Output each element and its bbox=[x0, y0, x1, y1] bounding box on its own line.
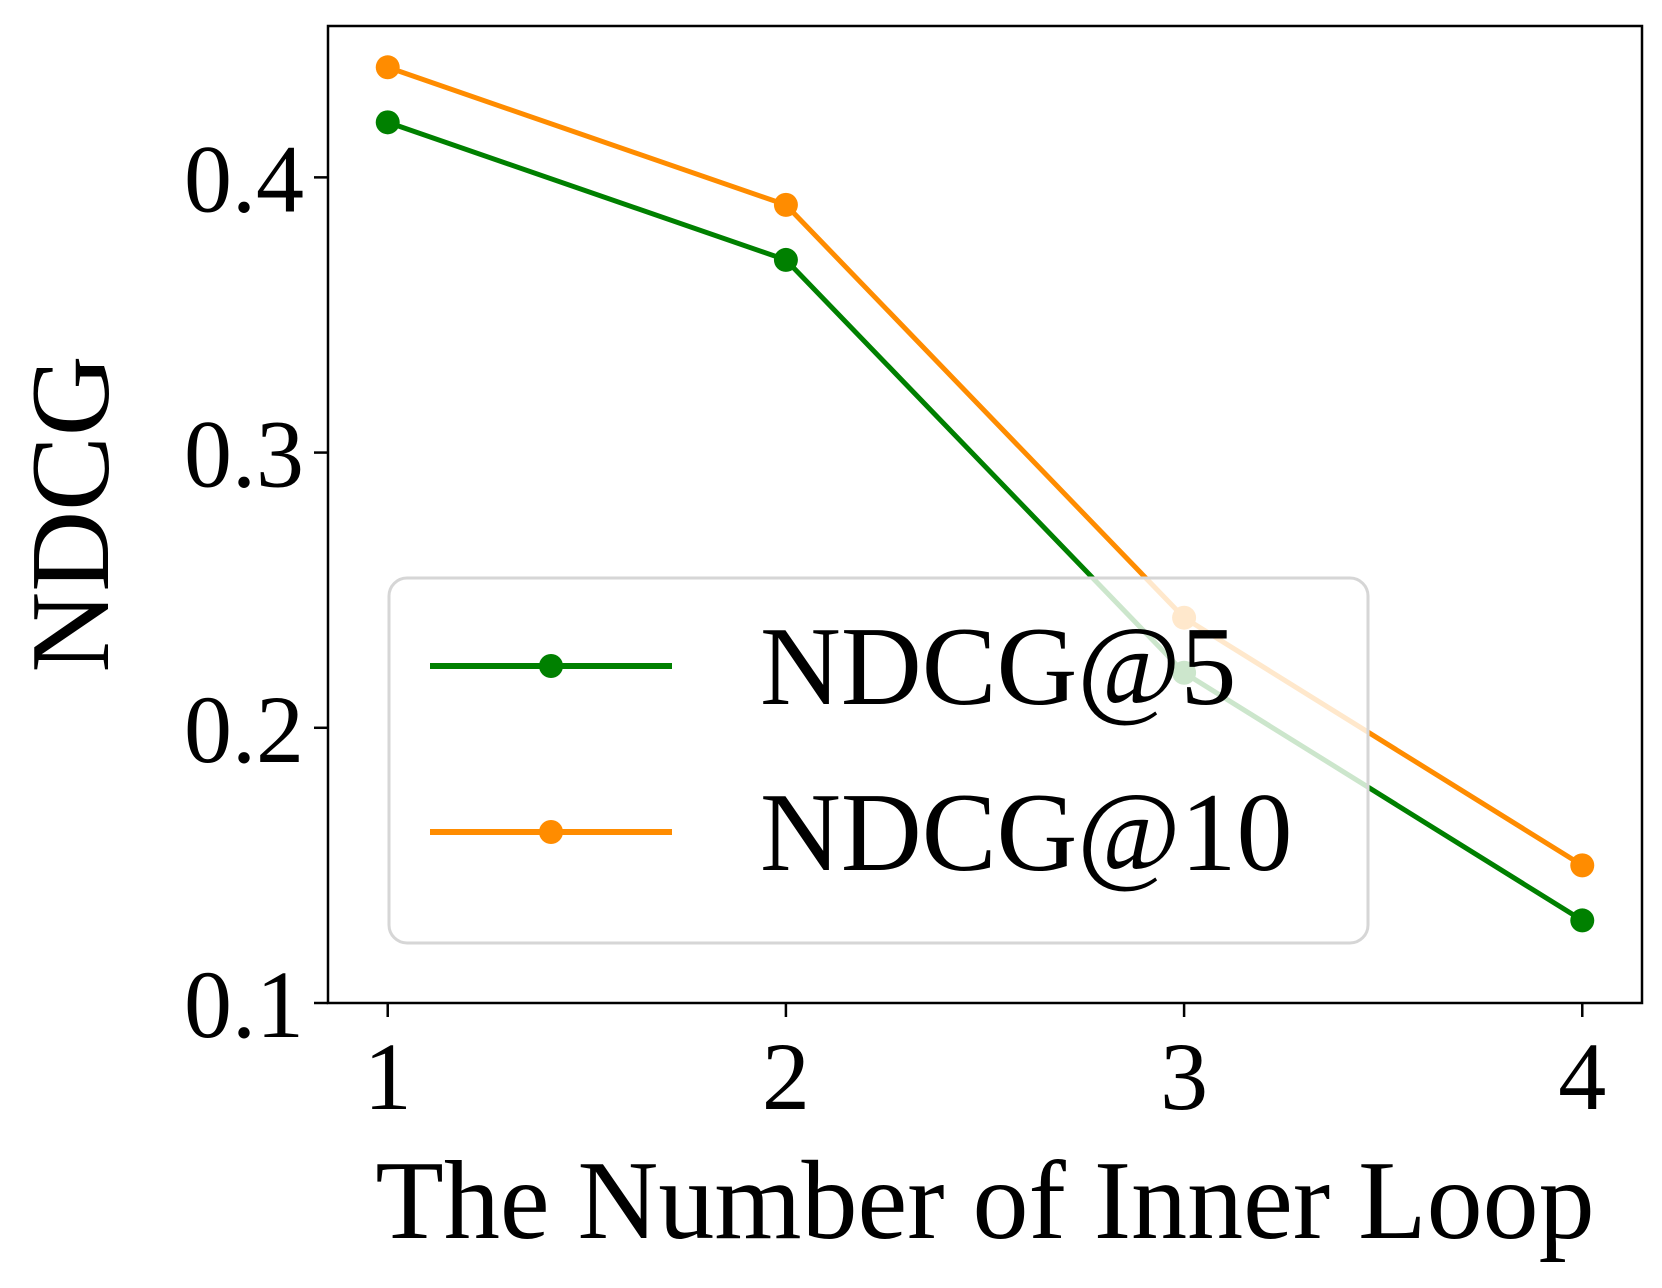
x-axis-title: The Number of Inner Loop bbox=[375, 1139, 1594, 1263]
legend-entry: NDCG@10 bbox=[430, 771, 1293, 895]
y-axis-title: NDCG bbox=[9, 355, 133, 672]
x-tick-label: 3 bbox=[1160, 1023, 1208, 1130]
legend-entry: NDCG@5 bbox=[430, 605, 1237, 729]
data-point bbox=[1570, 908, 1595, 933]
data-point bbox=[375, 55, 400, 80]
legend-marker bbox=[539, 654, 563, 678]
y-tick-label: 0.2 bbox=[184, 676, 304, 783]
data-point bbox=[375, 110, 400, 135]
legend: NDCG@5 NDCG@10 bbox=[387, 576, 1370, 945]
data-point bbox=[773, 247, 798, 272]
data-point bbox=[773, 192, 798, 217]
series-layer bbox=[375, 55, 1595, 933]
series-line bbox=[386, 119, 1584, 923]
data-point bbox=[1570, 853, 1595, 878]
y-tick-label: 0.1 bbox=[184, 951, 304, 1058]
x-tick-label: 4 bbox=[1558, 1023, 1606, 1130]
ticks-layer: 1 2 3 4 0.1 0.2 0.3 0.4 bbox=[184, 125, 1606, 1130]
x-tick-label: 1 bbox=[364, 1023, 412, 1130]
y-tick-label: 0.4 bbox=[184, 125, 304, 232]
legend-box bbox=[387, 576, 1370, 945]
legend-label: NDCG@5 bbox=[760, 605, 1237, 729]
legend-label: NDCG@10 bbox=[760, 771, 1293, 895]
legend-marker bbox=[539, 820, 563, 844]
series-line bbox=[386, 64, 1584, 868]
x-tick-label: 2 bbox=[762, 1023, 810, 1130]
plot-frame bbox=[326, 24, 1644, 1005]
y-tick-label: 0.3 bbox=[184, 401, 304, 508]
